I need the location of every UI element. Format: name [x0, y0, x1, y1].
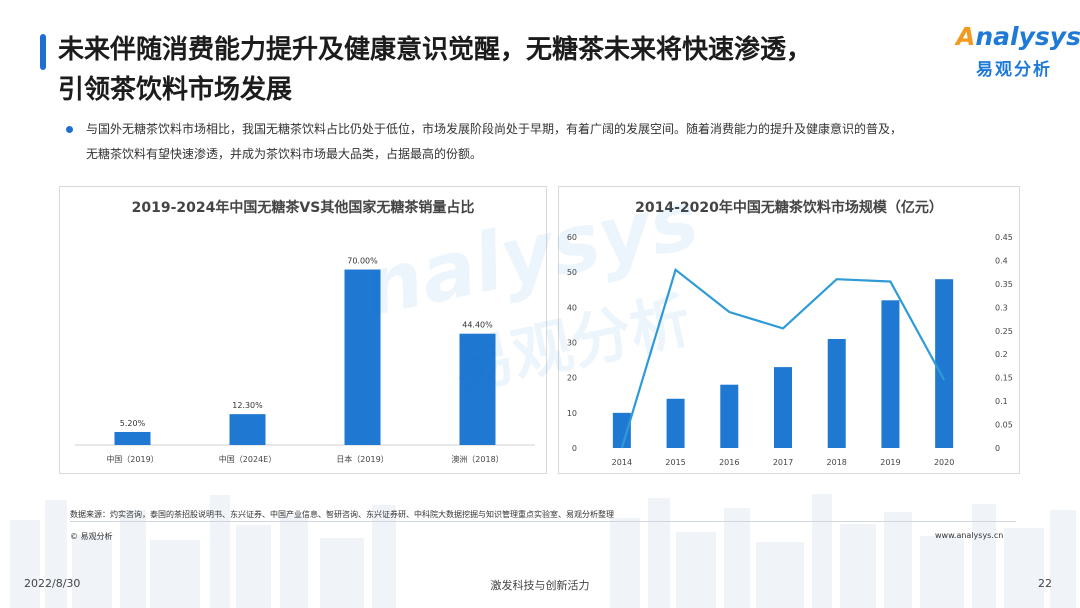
logo-first-letter: A	[956, 22, 976, 51]
y-left-tick-label: 30	[567, 339, 577, 348]
bar	[720, 384, 739, 448]
bar	[935, 279, 954, 448]
y-right-tick-label: 0.05	[995, 421, 1013, 430]
x-tick-label: 2015	[665, 458, 685, 467]
y-right-tick-label: 0	[995, 444, 1000, 453]
bar	[114, 431, 151, 445]
bar	[774, 367, 792, 448]
page-title-line2: 引领茶饮料市场发展	[58, 75, 293, 105]
bullet-icon	[66, 126, 73, 133]
bar	[229, 414, 266, 445]
market-size-combo-chart: 0 10 20 30 40 50 60 0 0.05 0.1 0.15 0.2 0.25 0.3 0.35 0…	[567, 233, 1013, 467]
chart-title: 2019-2024年中国无糖茶VS其他国家无糖茶销量占比	[131, 200, 475, 216]
y-left-tick-label: 40	[567, 303, 577, 312]
logo-english-rest: nalysys	[975, 22, 1080, 51]
bar	[827, 338, 846, 448]
y-left-tick-label: 0	[572, 444, 577, 453]
y-left-tick-label: 50	[567, 268, 577, 277]
title-accent-bar	[40, 34, 46, 70]
bar	[344, 269, 381, 445]
y-right-tick-label: 0.4	[995, 256, 1008, 265]
y-right-tick-label: 0.3	[995, 303, 1008, 312]
data-label: 5.20%	[120, 419, 146, 428]
analysys-logo: Analysys 易观分析	[950, 22, 1080, 82]
y-right-tick-label: 0.15	[995, 374, 1013, 383]
series-line	[620, 267, 946, 449]
page-title: 未来伴随消费能力提升及健康意识觉醒，无糖茶未来将快速渗透， 引领茶饮料市场发展	[58, 30, 958, 110]
bullet-paragraph: 与国外无糖茶饮料市场相比，我国无糖茶饮料占比仍处于低位，市场发展阶段尚处于早期，…	[86, 117, 1046, 167]
x-tick-label: 中国（2024E）	[219, 454, 276, 464]
bar	[881, 300, 900, 448]
data-label: 12.30%	[232, 401, 263, 410]
y-right-tick-label: 0.45	[995, 233, 1013, 242]
logo-chinese: 易观分析	[976, 60, 1052, 80]
slogan: 激发科技与创新活力	[490, 579, 590, 592]
y-right-tick-label: 0.1	[995, 397, 1008, 406]
page-number: 22	[1038, 577, 1052, 590]
share-bar-chart: 5.20% 中国（2019） 12.30% 中国（2024E） 70.00% 日本（201…	[75, 257, 535, 464]
report-date: 2022/8/30	[24, 577, 81, 590]
copyright: © 易观分析	[70, 532, 113, 541]
page-title-line1: 未来伴随消费能力提升及健康意识觉醒，无糖茶未来将快速渗透，	[58, 35, 813, 65]
y-right-tick-label: 0.2	[995, 350, 1008, 359]
x-tick-label: 2014	[612, 458, 632, 467]
x-tick-label: 2020	[934, 458, 954, 467]
footer-divider	[70, 521, 1016, 522]
x-tick-label: 澳洲（2018）	[451, 454, 503, 464]
x-tick-label: 2016	[719, 458, 739, 467]
logo-english: Analysys	[956, 22, 1080, 51]
bullet-line1: 与国外无糖茶饮料市场相比，我国无糖茶饮料占比仍处于低位，市场发展阶段尚处于早期，…	[86, 122, 903, 136]
chart-title: 2014-2020年中国无糖茶饮料市场规模（亿元）	[635, 200, 943, 216]
city-skyline-background	[10, 494, 1076, 608]
bullet-line2: 无糖茶饮料有望快速渗透，并成为茶饮料市场最大品类，占据最高的份额。	[86, 147, 483, 161]
y-left-tick-label: 10	[567, 409, 577, 418]
data-label: 70.00%	[347, 257, 378, 266]
x-tick-label: 日本（2019）	[336, 454, 388, 464]
x-tick-label: 2019	[880, 458, 900, 467]
y-right-tick-label: 0.35	[995, 280, 1013, 289]
bar	[666, 398, 685, 448]
bar	[459, 333, 496, 445]
x-tick-label: 2018	[827, 458, 847, 467]
data-label: 44.40%	[462, 321, 493, 330]
website-link[interactable]: www.analysys.cn	[935, 531, 1004, 540]
x-tick-label: 中国（2019）	[106, 454, 158, 464]
chart-panel-share: 2019-2024年中国无糖茶VS其他国家无糖茶销量占比 5.20% 中国（201…	[59, 186, 547, 474]
x-tick-label: 2017	[773, 458, 793, 467]
bar	[612, 412, 631, 448]
y-right-tick-label: 0.25	[995, 327, 1013, 336]
data-source: 数据来源：灼实咨询，泰国的茶招股说明书、东兴证券、中国产业信息、智研咨询、东兴证…	[70, 510, 614, 519]
chart-panel-market-size: 2014-2020年中国无糖茶饮料市场规模（亿元） 0 10 20 30 40 50 60 0…	[558, 186, 1020, 474]
y-left-tick-label: 20	[567, 374, 577, 383]
y-left-tick-label: 60	[567, 233, 577, 242]
